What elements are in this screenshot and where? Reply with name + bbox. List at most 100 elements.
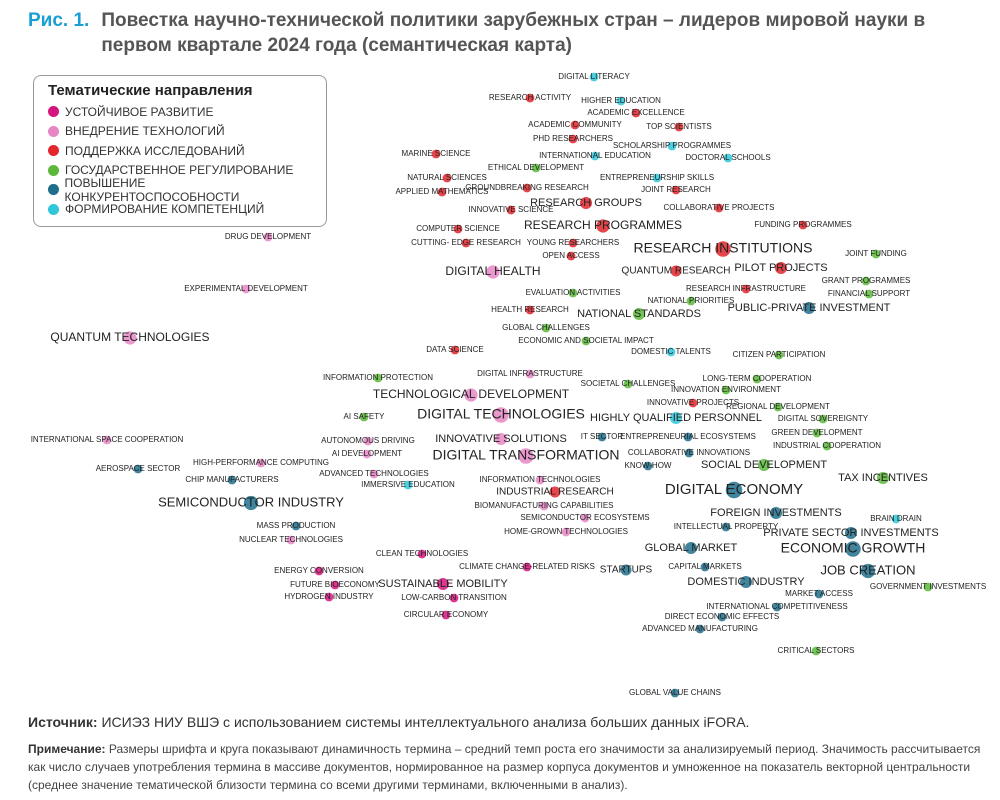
node-label: INNOVATIVE SCIENCE — [468, 205, 553, 214]
node-circle — [133, 464, 143, 474]
node-label: PILOT PROJECTS — [734, 262, 827, 274]
legend: Тематические направления УСТОЙЧИВОЕ РАЗВИ… — [33, 75, 327, 227]
node-circle — [522, 562, 532, 572]
node-circle — [643, 461, 653, 471]
node-label: REGIONAL DEVELOPMENT — [726, 402, 830, 411]
legend-label: ГОСУДАРСТВЕННОЕ РЕГУЛИРОВАНИЕ — [65, 163, 294, 178]
node-label: ACADEMIC EXCELLENCE — [587, 108, 684, 117]
node-label: INTERNATIONAL COMPETITIVENESS — [706, 602, 847, 611]
node-label: GROUNDBREAKING RESEARCH — [465, 183, 589, 192]
node-circle — [772, 602, 782, 612]
node-label: EXPERIMENTAL DEVELOPMENT — [184, 284, 308, 293]
node-circle — [667, 141, 677, 151]
node-circle — [861, 276, 871, 286]
node-label: COLLABORATIVE INNOVATIONS — [628, 448, 750, 457]
node-circle — [227, 475, 237, 485]
node-label: RESEARCH GROUPS — [530, 197, 642, 209]
title: Рис. 1. Повестка научно-технической полит… — [28, 8, 993, 58]
node-circle — [616, 96, 626, 106]
node-label: ADVANCED TECHNOLOGIES — [319, 469, 429, 478]
node-circle — [525, 93, 535, 103]
node-circle — [688, 398, 698, 408]
node-label: ENTREPRENEURIAL ECOSYSTEMS — [620, 432, 756, 441]
node-circle — [923, 582, 933, 592]
node-label: SEMICONDUCTOR ECOSYSTEMS — [520, 513, 649, 522]
node-circle — [442, 173, 452, 183]
node-label: SOCIETAL CHALLENGES — [581, 379, 676, 388]
node-circle — [561, 527, 571, 537]
node-circle — [596, 219, 610, 233]
node-label: DIRECT ECONOMIC EFFECTS — [665, 612, 780, 621]
node-circle — [581, 336, 591, 346]
node-circle — [362, 449, 372, 459]
node-label: INDUSTRIAL COOPERATION — [773, 441, 881, 450]
node-label: IT SECTOR — [581, 432, 624, 441]
node-circle — [568, 288, 578, 298]
legend-item: ФОРМИРОВАНИЕ КОМПЕТЕНЦИЙ — [48, 200, 312, 220]
node-circle — [669, 411, 683, 425]
node-circle — [441, 610, 451, 620]
node-label: GLOBAL MARKET — [645, 542, 738, 554]
node-label: INNOVATIVE PROJECTS — [647, 398, 739, 407]
node-circle — [752, 374, 762, 384]
note-label: Примечание: — [28, 742, 106, 756]
node-label: GOVERNMENT INVESTMENTS — [870, 582, 986, 591]
node-label: DOMESTIC TALENTS — [631, 347, 711, 356]
node-label: CHIP MANUFACTURERS — [185, 475, 278, 484]
legend-swatch — [48, 203, 59, 215]
node-circle — [802, 301, 816, 315]
node-circle — [256, 458, 266, 468]
node-label: JOINT FUNDING — [845, 249, 907, 258]
node-label: MARKET ACCESS — [785, 589, 853, 598]
node-circle — [541, 323, 551, 333]
node-circle — [769, 506, 783, 520]
node-circle — [241, 284, 251, 294]
node-label: RESEARCH PROGRAMMES — [524, 218, 682, 232]
node-circle — [525, 305, 535, 315]
node-label: EVALUATION ACTIVITIES — [526, 288, 621, 297]
node-label: GREEN DEVELOPMENT — [771, 428, 862, 437]
node-circle — [717, 612, 727, 622]
node-circle — [773, 402, 783, 412]
legend-swatch — [48, 106, 59, 118]
node-circle — [670, 688, 680, 698]
node-circle — [431, 149, 441, 159]
node-circle — [715, 241, 731, 257]
node-label: HYDROGEN INDUSTRY — [284, 592, 374, 601]
node-label: FINANCIAL SUPPORT — [828, 289, 910, 298]
node-label: INTERNATIONAL SPACE COOPERATION — [31, 435, 184, 444]
node-label: OPEN ACCESS — [542, 251, 599, 260]
node-circle — [774, 261, 788, 275]
node-circle — [570, 120, 580, 130]
node-label: NATURAL SCIENCES — [407, 173, 487, 182]
node-label: GRANT PROGRAMMES — [822, 276, 911, 285]
node-circle — [549, 486, 561, 498]
node-label: SUSTAINABLE MOBILITY — [378, 578, 508, 590]
node-label: ENTREPRENEURSHIP SKILLS — [600, 173, 714, 182]
node-label: CUTTING- EDGE RESEARCH — [411, 238, 521, 247]
legend-title: Тематические направления — [48, 82, 253, 99]
node-circle — [568, 238, 578, 248]
node-label: COMPUTER SCIENCE — [416, 224, 500, 233]
node-label: TOP SCIENTISTS — [646, 122, 712, 131]
node-circle — [369, 469, 379, 479]
node-label: DIGITAL LITERACY — [558, 72, 630, 81]
node-circle — [686, 296, 696, 306]
node-label: HIGHLY QUALIFIED PERSONNEL — [590, 412, 762, 424]
node-label: DIGITAL ECONOMY — [665, 481, 803, 498]
node-circle — [631, 108, 641, 118]
node-circle — [860, 563, 876, 579]
node-circle — [774, 350, 784, 360]
legend-swatch — [48, 164, 59, 176]
node-circle — [535, 475, 545, 485]
node-label: HIGH-PERFORMANCE COMPUTING — [193, 458, 329, 467]
node-label: IMMERSIVE EDUCATION — [361, 480, 455, 489]
node-circle — [684, 541, 698, 555]
node-label: CLIMATE CHANGE-RELATED RISKS — [459, 562, 595, 571]
node-label: GLOBAL VALUE CHAINS — [629, 688, 721, 697]
node-label: INNOVATIVE SOLUTIONS — [435, 433, 567, 445]
node-label: SOCIAL DEVELOPMENT — [701, 459, 827, 471]
node-label: DIGITAL TRANSFORMATION — [433, 447, 620, 463]
node-circle — [597, 432, 607, 442]
node-circle — [403, 480, 413, 490]
